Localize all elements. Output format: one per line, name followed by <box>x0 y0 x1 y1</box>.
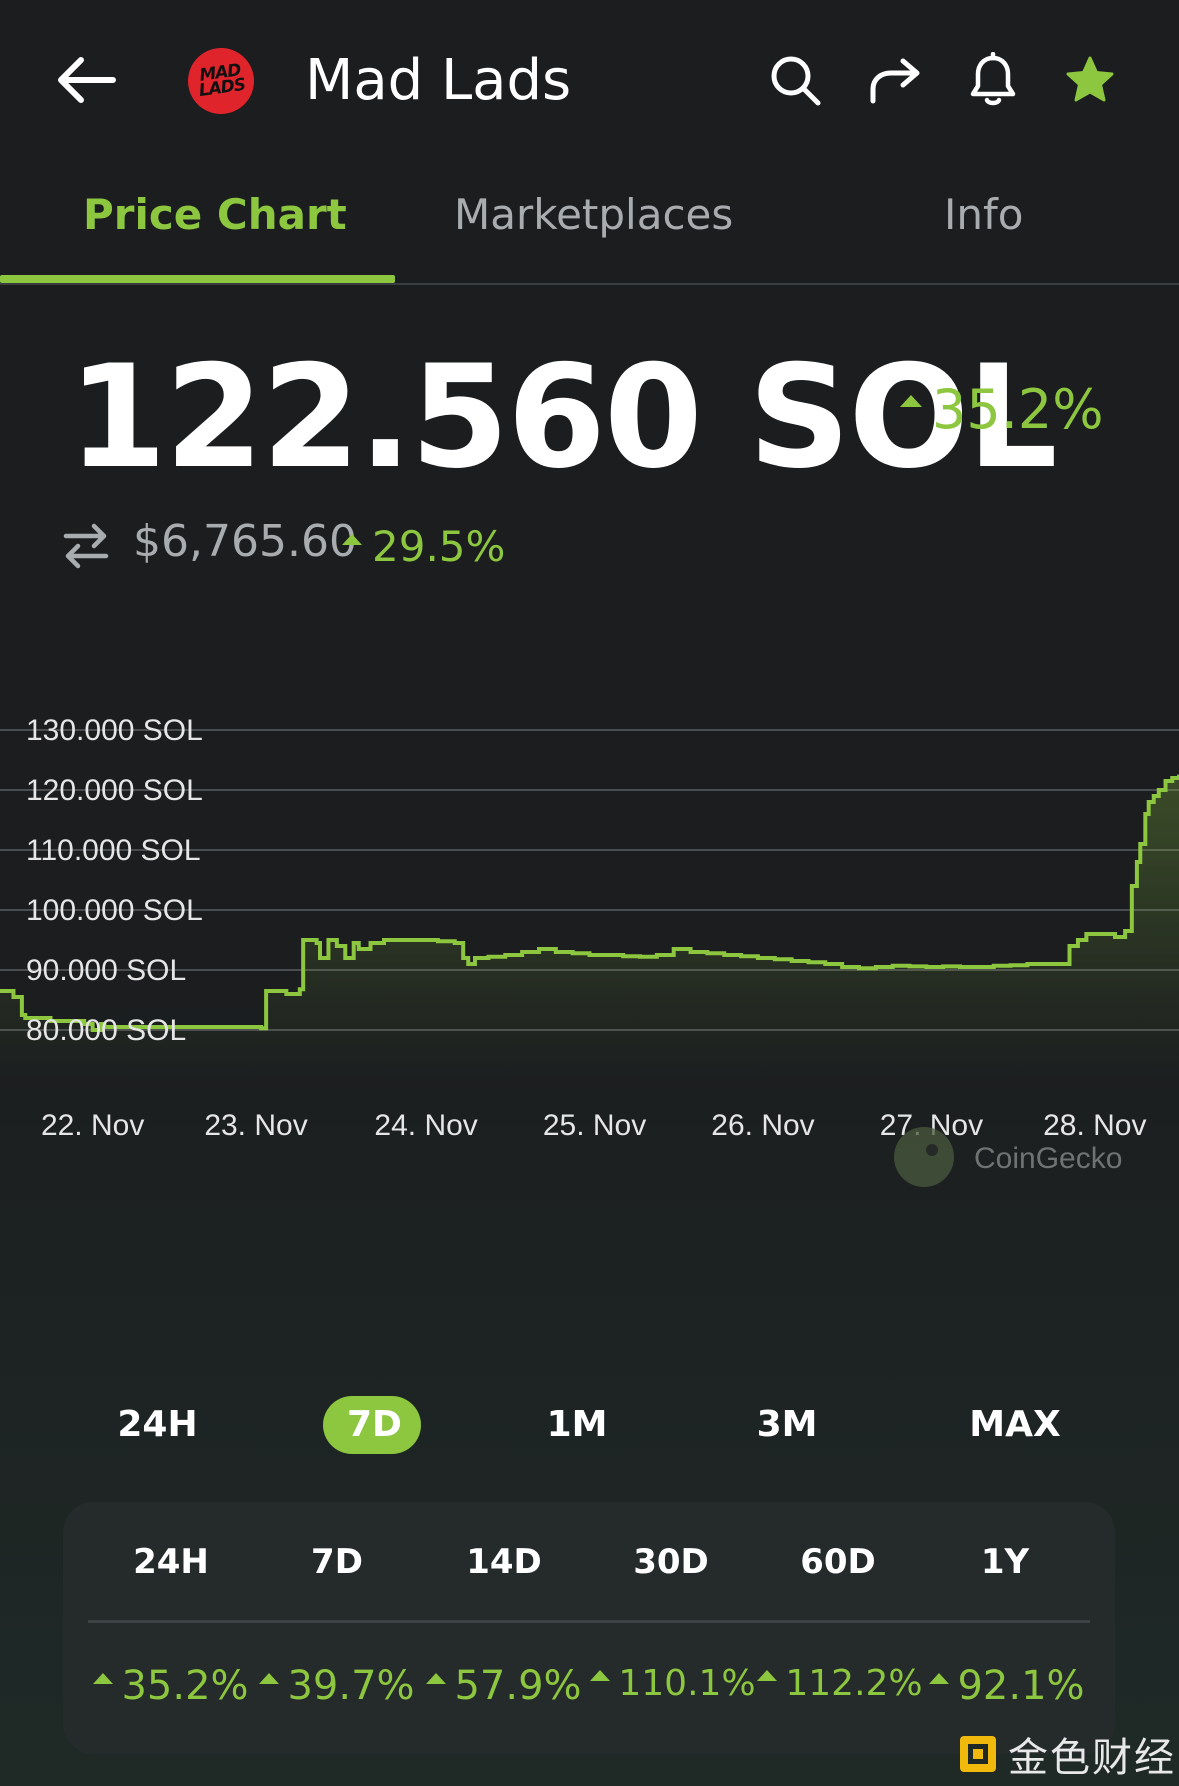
x-tick-label: 24. Nov <box>374 1109 477 1142</box>
site-watermark: 金色财经 <box>958 1728 1176 1781</box>
up-triangle-icon <box>93 1672 114 1684</box>
price-change: 35.2% <box>900 378 1104 441</box>
performance-headers: 24H 7D 14D 30D 60D 1Y <box>63 1502 1115 1620</box>
collection-logo: MAD LADS <box>183 43 259 119</box>
share-icon <box>870 58 920 104</box>
page-title: Mad Lads <box>305 48 572 113</box>
tab-marketplaces[interactable]: Marketplaces <box>454 190 734 239</box>
range-7d[interactable]: 7D <box>323 1396 421 1454</box>
usd-change-value: 29.5% <box>372 522 506 571</box>
perf-value: 112.2% <box>756 1663 924 1704</box>
back-button[interactable] <box>40 40 130 120</box>
perf-header: 30D <box>633 1542 709 1582</box>
x-tick-label: 25. Nov <box>543 1109 646 1142</box>
tab-bar: Price Chart Marketplaces Info <box>0 160 1179 285</box>
range-24h[interactable]: 24H <box>117 1404 198 1445</box>
divider <box>88 1620 1090 1623</box>
range-1m[interactable]: 1M <box>546 1404 608 1445</box>
price-line <box>0 774 1179 1032</box>
perf-value: 110.1% <box>589 1663 757 1704</box>
price-chart[interactable]: 130.000 SOL 120.000 SOL 110.000 SOL 100.000… <box>0 700 1179 1320</box>
watermark-text: 金色财经 <box>1008 1735 1176 1781</box>
perf-value: 92.1% <box>923 1663 1091 1709</box>
favorite-button[interactable] <box>1055 40 1125 120</box>
price-area <box>0 774 1179 1080</box>
perf-value: 57.9% <box>420 1663 588 1709</box>
range-selector: 24H 7D 1M 3M MAX <box>0 1390 1179 1460</box>
price-value: 122.560 SOL <box>68 335 1058 500</box>
usd-change: 29.5% <box>342 522 505 571</box>
star-icon <box>1066 56 1114 102</box>
perf-header: 14D <box>466 1542 542 1582</box>
up-triangle-icon <box>259 1672 280 1684</box>
swap-icon[interactable] <box>60 520 112 572</box>
x-tick-label: 28. Nov <box>1043 1109 1146 1142</box>
perf-value: 35.2% <box>87 1663 255 1709</box>
range-max[interactable]: MAX <box>969 1404 1061 1445</box>
usd-value: $6,765.60 <box>133 516 357 567</box>
y-tick-label: 80.000 SOL <box>26 1014 186 1047</box>
active-tab-indicator <box>0 275 395 283</box>
search-icon <box>771 56 821 106</box>
y-tick-label: 90.000 SOL <box>26 954 186 987</box>
perf-value: 39.7% <box>253 1663 421 1709</box>
brand-logo-icon <box>960 1736 996 1772</box>
bell-icon <box>970 52 1016 106</box>
perf-header: 24H <box>133 1542 209 1582</box>
tab-price-chart[interactable]: Price Chart <box>83 190 347 239</box>
up-triangle-icon <box>929 1672 950 1684</box>
y-tick-label: 100.000 SOL <box>26 894 203 927</box>
y-tick-label: 120.000 SOL <box>26 774 203 807</box>
price-change-value: 35.2% <box>932 378 1104 441</box>
up-triangle-icon <box>590 1669 611 1681</box>
y-tick-label: 130.000 SOL <box>26 714 203 747</box>
perf-header: 60D <box>800 1542 876 1582</box>
perf-header: 7D <box>311 1542 363 1582</box>
search-button[interactable] <box>760 40 830 120</box>
up-triangle-icon <box>426 1672 447 1684</box>
arrow-left-icon <box>58 57 116 103</box>
x-tick-label: 22. Nov <box>41 1109 144 1142</box>
up-triangle-icon <box>900 395 922 408</box>
perf-header: 1Y <box>980 1542 1030 1582</box>
x-tick-label: 26. Nov <box>711 1109 814 1142</box>
performance-values: 35.2% 39.7% 57.9% 110.1% 112.2% 92.1% <box>63 1623 1115 1743</box>
watermark-text: CoinGecko <box>974 1142 1122 1175</box>
range-3m[interactable]: 3M <box>756 1404 818 1445</box>
y-tick-label: 110.000 SOL <box>26 834 201 867</box>
x-tick-label: 23. Nov <box>204 1109 307 1142</box>
tab-info[interactable]: Info <box>944 190 1024 239</box>
up-triangle-icon <box>757 1669 778 1681</box>
share-button[interactable] <box>860 40 930 120</box>
performance-card: 24H 7D 14D 30D 60D 1Y 35.2% 39.7% 57.9% … <box>63 1502 1115 1754</box>
up-triangle-icon <box>342 534 362 545</box>
coingecko-logo-icon <box>894 1127 954 1187</box>
notification-button[interactable] <box>958 40 1028 120</box>
app-header: MAD LADS Mad Lads <box>0 0 1179 160</box>
coingecko-watermark: CoinGecko <box>894 1127 1122 1187</box>
